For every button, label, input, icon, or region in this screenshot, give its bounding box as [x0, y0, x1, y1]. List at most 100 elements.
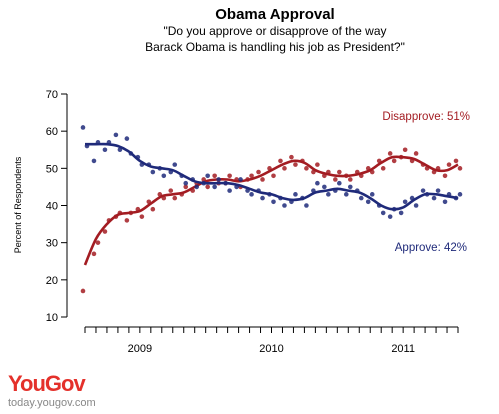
- data-point: [183, 184, 189, 190]
- data-point: [249, 192, 254, 197]
- data-point: [343, 192, 349, 197]
- data-point: [380, 166, 386, 171]
- trend-line: [83, 155, 459, 266]
- data-point: [80, 288, 86, 294]
- data-point: [271, 173, 276, 179]
- data-point: [380, 210, 386, 216]
- data-point: [183, 180, 189, 186]
- data-point: [278, 158, 283, 164]
- data-point: [260, 195, 265, 201]
- data-point: [387, 214, 393, 219]
- data-point: [238, 177, 243, 182]
- data-point: [457, 166, 463, 171]
- data-point: [420, 188, 426, 193]
- data-point: [91, 158, 97, 164]
- logo-gov-text: Gov: [44, 371, 86, 396]
- data-point: [260, 177, 265, 182]
- data-point: [333, 177, 338, 182]
- x-tick-label-2011: 2011: [391, 343, 415, 355]
- data-point: [457, 192, 463, 197]
- data-point: [315, 180, 320, 186]
- data-point: [347, 184, 353, 190]
- data-point: [172, 162, 178, 167]
- yougov-logo: YouGov: [8, 373, 96, 395]
- series-layer: [80, 125, 463, 294]
- data-point: [139, 214, 145, 219]
- y-tick-label-20: 20: [46, 275, 58, 287]
- data-point: [194, 184, 200, 190]
- data-point: [227, 173, 232, 179]
- axes: 10 20 30 40 50 60 70 2009 2010 2011: [46, 89, 459, 355]
- data-point: [205, 173, 210, 179]
- trend-line: [84, 142, 459, 211]
- disapprove-label: Disapprove: 51%: [382, 111, 470, 123]
- data-point: [172, 195, 178, 201]
- data-point: [161, 173, 167, 179]
- data-point: [150, 169, 156, 175]
- data-point: [212, 184, 217, 190]
- data-point: [124, 218, 130, 223]
- data-point: [304, 166, 309, 171]
- data-point: [293, 192, 298, 197]
- data-point: [435, 188, 441, 193]
- y-tick-label-40: 40: [46, 201, 58, 213]
- data-point: [365, 199, 371, 205]
- chart-title: Obama Approval: [215, 6, 334, 23]
- series-disapprove: [80, 147, 463, 294]
- chart-subtitle-line-1: "Do you approve or disapprove of the way: [163, 24, 386, 38]
- data-point: [293, 162, 298, 167]
- data-point: [446, 162, 452, 167]
- chart-subtitle-line-2: Barack Obama is handling his job as Pres…: [145, 40, 405, 54]
- data-point: [337, 180, 342, 186]
- data-point: [95, 240, 101, 245]
- data-point: [102, 229, 108, 234]
- data-point: [150, 206, 156, 212]
- data-point: [387, 151, 393, 156]
- data-point: [271, 199, 276, 205]
- data-point: [216, 177, 221, 182]
- data-point: [249, 173, 254, 179]
- data-point: [442, 173, 448, 179]
- y-tick-label-60: 60: [46, 126, 58, 138]
- y-tick-label-30: 30: [46, 238, 58, 250]
- x-tick-label-2009: 2009: [128, 343, 152, 355]
- data-point: [402, 147, 408, 153]
- data-point: [80, 125, 86, 130]
- data-point: [256, 169, 261, 175]
- data-point: [212, 173, 217, 179]
- series-labels: Disapprove: 51% Approve: 42%: [382, 111, 470, 254]
- x-tick-label-2010: 2010: [259, 343, 283, 355]
- yougov-branding: YouGov today.yougov.com: [8, 373, 96, 410]
- logo-you-text: You: [8, 371, 46, 396]
- data-point: [326, 192, 331, 197]
- data-point: [453, 158, 459, 164]
- data-point: [369, 192, 375, 197]
- data-point: [282, 203, 287, 208]
- data-point: [168, 188, 174, 193]
- yougov-url: today.yougov.com: [8, 397, 96, 409]
- data-point: [322, 184, 327, 190]
- y-axis-title: Percent of Respondents: [13, 156, 23, 253]
- approval-chart: Obama Approval "Do you approve or disapp…: [13, 6, 470, 355]
- data-point: [282, 166, 287, 171]
- data-point: [398, 210, 404, 216]
- approve-label: Approve: 42%: [395, 242, 467, 254]
- data-point: [102, 147, 108, 153]
- y-tick-label-50: 50: [46, 163, 58, 175]
- data-point: [347, 177, 353, 182]
- data-point: [431, 195, 437, 201]
- series-approve: [80, 125, 463, 219]
- data-point: [358, 195, 364, 201]
- data-point: [227, 188, 232, 193]
- data-point: [289, 154, 294, 160]
- data-point: [413, 203, 419, 208]
- data-point: [315, 162, 320, 167]
- data-point: [205, 184, 210, 190]
- data-point: [337, 169, 342, 175]
- data-point: [442, 199, 448, 205]
- data-point: [91, 251, 97, 257]
- data-point: [413, 151, 419, 156]
- data-point: [124, 136, 130, 141]
- data-point: [402, 199, 408, 205]
- data-point: [304, 203, 309, 208]
